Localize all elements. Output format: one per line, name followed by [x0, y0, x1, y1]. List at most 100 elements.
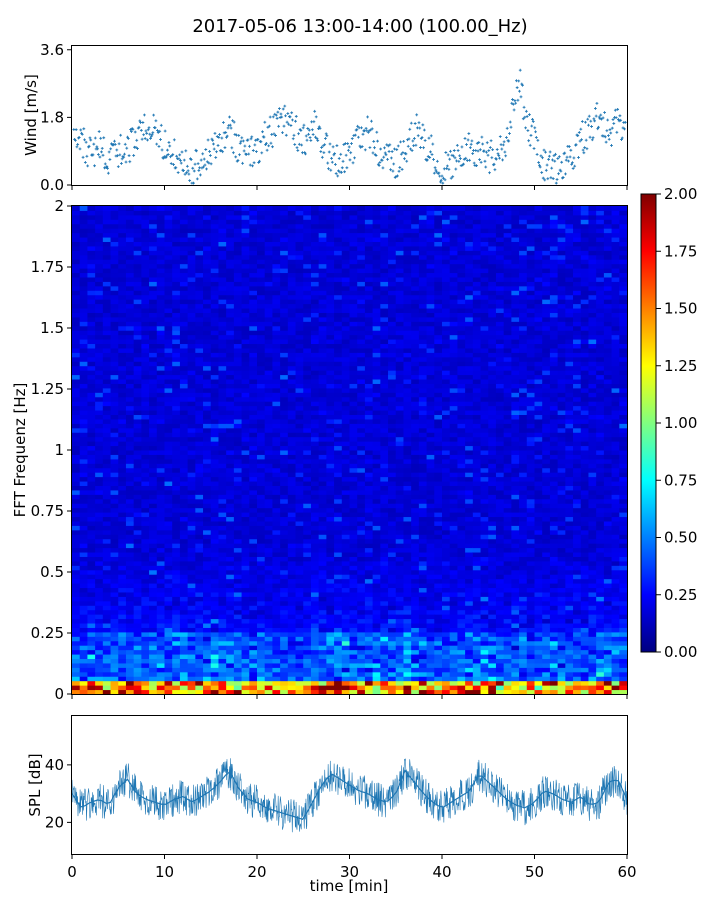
- spectrogram-cell: [187, 210, 196, 216]
- wind-point: [289, 124, 293, 127]
- spectrogram-cell: [218, 410, 227, 416]
- spectrogram-cell: [110, 387, 119, 393]
- spectrogram-cell: [334, 414, 343, 420]
- spectrogram-cell: [141, 520, 150, 526]
- spectrogram-cell: [272, 578, 281, 584]
- spectrogram-cell: [295, 547, 304, 553]
- spectrogram-cell: [218, 658, 227, 664]
- spectrogram-cell: [303, 525, 312, 531]
- spectrogram-cell: [172, 330, 181, 336]
- spectrogram-cell: [141, 609, 150, 615]
- spectrogram-cell: [141, 330, 150, 336]
- spectrogram-cell: [272, 383, 281, 389]
- spectrogram-cell: [249, 454, 258, 460]
- spectrogram-cell: [179, 414, 189, 420]
- spectrogram-cell: [172, 223, 181, 229]
- spectrogram-cell: [341, 618, 350, 624]
- spectrogram-cell: [287, 228, 297, 234]
- spectrogram-cell: [187, 276, 196, 282]
- wind-point: [143, 113, 146, 117]
- spectrogram-cell: [349, 281, 358, 287]
- spectrogram-cell: [203, 649, 212, 655]
- spectrogram-cell: [210, 312, 219, 318]
- spectrogram-cell: [257, 321, 266, 327]
- spectrogram-cell: [272, 374, 281, 380]
- spectrogram-cell: [364, 485, 374, 491]
- wind-point: [242, 149, 246, 153]
- spectrogram-cell: [310, 228, 320, 234]
- spectrogram-cell: [280, 591, 289, 597]
- wind-point: [469, 142, 473, 146]
- spectrogram-cell: [172, 463, 181, 469]
- spectrogram-cell: [179, 330, 189, 336]
- spectrogram-cell: [187, 325, 196, 331]
- spectrogram-cell: [118, 259, 127, 265]
- spectrogram-cell: [172, 525, 181, 531]
- spectrogram-cell: [272, 552, 281, 557]
- spectrogram-cell: [280, 330, 289, 336]
- wind-point: [314, 135, 317, 139]
- spectrogram-cell: [72, 237, 81, 242]
- spectrogram-cell: [233, 481, 243, 486]
- spectrogram-cell: [72, 520, 81, 526]
- spectrogram-cell: [95, 206, 104, 211]
- spectrogram-cell: [87, 494, 96, 500]
- spectrogram-cell: [187, 383, 196, 389]
- spectrogram-cell: [218, 214, 227, 220]
- spectrogram-cell: [110, 374, 119, 380]
- wind-point: [403, 157, 406, 161]
- wind-point: [346, 142, 350, 146]
- spectrogram-cell: [210, 560, 219, 566]
- spectrogram-cell: [195, 649, 204, 655]
- spectrogram-cell: [125, 308, 135, 313]
- spectrogram-cell: [164, 609, 173, 615]
- spectrogram-cell: [287, 529, 297, 535]
- spectrogram-cell: [95, 410, 104, 416]
- spectrogram-cell: [287, 254, 297, 260]
- spectrogram-cell: [364, 414, 374, 420]
- spectrogram-cell: [318, 347, 327, 353]
- spectrogram-cell: [303, 312, 312, 318]
- spectrogram-cell: [133, 396, 142, 402]
- spectrogram-cell: [341, 654, 350, 660]
- spectrogram-cell: [364, 578, 374, 584]
- spectrogram-cell: [210, 569, 219, 575]
- spectrogram-cell: [257, 250, 266, 256]
- wind-point: [95, 145, 99, 149]
- spectrogram-cell: [172, 671, 181, 677]
- spectrogram-cell: [95, 259, 104, 265]
- spectrogram-cell: [341, 285, 350, 291]
- spectrogram-cell: [334, 339, 343, 345]
- spectrogram-cell: [110, 529, 119, 535]
- spectrogram-cell: [118, 418, 127, 424]
- spectrogram-cell: [295, 685, 304, 691]
- spectrogram-cell: [233, 640, 243, 646]
- spectrogram-cell: [172, 352, 181, 358]
- spectrogram-cell: [334, 494, 343, 500]
- spectrogram-cell: [272, 268, 281, 274]
- spectrogram-cell: [349, 228, 358, 234]
- spectrogram-cell: [334, 631, 343, 637]
- spectrogram-cell: [125, 520, 135, 526]
- spectrogram-cell: [280, 414, 289, 420]
- spectrogram-cell: [357, 418, 366, 424]
- spectrogram-cell: [87, 467, 96, 473]
- spectrogram-cell: [318, 614, 327, 620]
- spectrogram-cell: [72, 569, 81, 575]
- spectrogram-cell: [210, 450, 219, 455]
- spectrogram-cell: [334, 667, 343, 673]
- spectrogram-cell: [226, 303, 235, 309]
- spectrogram-cell: [357, 618, 366, 624]
- spectrogram-cell: [118, 356, 127, 362]
- spectrogram-cell: [187, 689, 196, 695]
- spectrogram-cell: [295, 347, 304, 353]
- spectrogram-cell: [318, 401, 327, 407]
- spectrogram-cell: [95, 418, 104, 424]
- spectrogram-cell: [280, 498, 289, 504]
- spectrogram-cell: [95, 516, 104, 522]
- spectrogram-cell: [334, 583, 343, 589]
- wind-point: [316, 139, 320, 142]
- spectrogram-cell: [295, 680, 304, 686]
- spectrogram-cell: [133, 512, 142, 518]
- spectrogram-cell: [334, 529, 343, 535]
